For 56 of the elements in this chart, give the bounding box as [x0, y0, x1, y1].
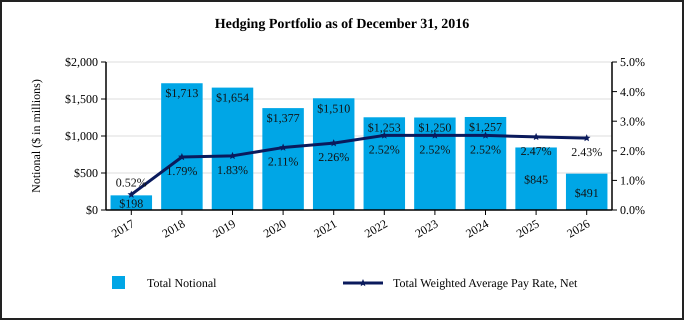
- y2-tick-label: 2.0%: [620, 144, 645, 158]
- data-label: 2.52%: [419, 142, 450, 156]
- bar: [364, 117, 406, 210]
- bar: [262, 108, 304, 210]
- y-tick-label: $1,500: [65, 92, 98, 106]
- data-label: 1.79%: [166, 164, 198, 178]
- x-tick-label: 2023: [412, 216, 440, 241]
- bar: [312, 98, 354, 210]
- data-label: 2.52%: [368, 142, 400, 156]
- bar: [212, 88, 254, 210]
- x-tick-label: 2020: [260, 216, 289, 241]
- data-label: 2.11%: [268, 154, 298, 169]
- bar: [464, 116, 506, 210]
- x-tick-label: 2026: [564, 216, 592, 241]
- point: [127, 190, 136, 198]
- data-label: $1,257: [469, 120, 502, 134]
- bar: [161, 83, 203, 210]
- y2-tick-label: 5.0%: [620, 55, 645, 70]
- data-label: $1,253: [368, 120, 401, 134]
- x-tick-label: 2017: [109, 216, 137, 241]
- legend-label: Total Weighted Average Pay Rate, Net: [393, 276, 578, 290]
- data-label: 2.52%: [470, 142, 501, 156]
- data-label: $1,713: [165, 86, 198, 100]
- x-tick-label: 2025: [514, 216, 542, 241]
- x-tick-label: 2024: [463, 216, 491, 241]
- y-tick-label: $1,000: [65, 129, 98, 144]
- y2-tick-label: 3.0%: [620, 114, 645, 128]
- point: [582, 134, 591, 142]
- x-tick-label: 2019: [210, 216, 238, 241]
- y2-tick-label: 0.0%: [620, 203, 645, 218]
- bar: [414, 118, 456, 210]
- data-label: $1,510: [317, 101, 350, 116]
- data-label: $1,654: [216, 90, 249, 105]
- data-label: 2.43%: [571, 145, 602, 160]
- y2-tick-label: 1.0%: [620, 174, 645, 188]
- legend-label: Total Notional: [147, 276, 218, 290]
- data-label: 1.83%: [217, 162, 248, 177]
- x-tick-label: 2021: [311, 216, 340, 241]
- y-tick-label: $0: [86, 203, 98, 218]
- data-label: $198: [119, 196, 144, 211]
- data-label: 2.26%: [318, 150, 350, 164]
- data-label: 2.47%: [520, 144, 552, 158]
- data-label: $491: [574, 186, 599, 200]
- x-tick-label: 2022: [362, 216, 390, 241]
- data-label: 0.52%: [116, 176, 147, 190]
- data-label: $1,377: [266, 111, 300, 126]
- data-label: $1,250: [418, 120, 452, 134]
- y2-tick-label: 4.0%: [620, 84, 645, 99]
- data-label: $845: [524, 172, 548, 187]
- x-tick-label: 2018: [160, 216, 188, 241]
- chart-title: Hedging Portfolio as of December 31, 2016: [214, 17, 470, 32]
- y-tick-label: $2,000: [65, 55, 98, 70]
- bar: [566, 174, 608, 210]
- bar: [515, 147, 557, 210]
- y-axis-title: Notional ($ in millions): [29, 79, 43, 193]
- y-tick-label: $500: [74, 166, 98, 180]
